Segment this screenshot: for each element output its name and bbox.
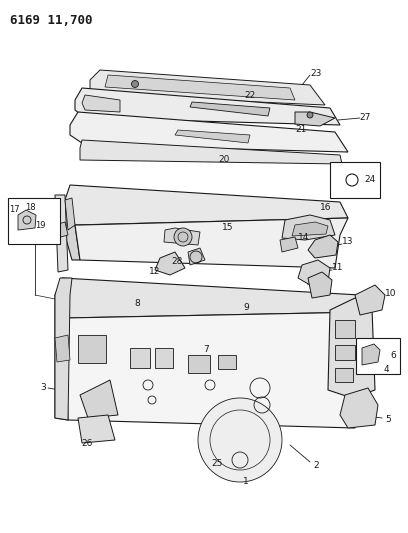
Polygon shape <box>65 198 75 230</box>
Text: 25: 25 <box>211 458 223 467</box>
Polygon shape <box>75 218 348 268</box>
Bar <box>335 345 355 360</box>
Polygon shape <box>280 237 298 252</box>
Text: 23: 23 <box>310 69 322 77</box>
Polygon shape <box>82 95 120 112</box>
Circle shape <box>198 398 282 482</box>
Polygon shape <box>70 112 348 152</box>
Text: 26: 26 <box>81 439 93 448</box>
Text: 15: 15 <box>222 222 234 231</box>
Text: 1: 1 <box>243 478 249 487</box>
Bar <box>78 335 106 363</box>
Bar <box>188 355 210 373</box>
Text: 9: 9 <box>243 303 249 311</box>
Polygon shape <box>308 235 338 258</box>
Polygon shape <box>105 75 295 100</box>
Text: 11: 11 <box>332 263 344 272</box>
Text: 18: 18 <box>25 204 35 213</box>
Text: 21: 21 <box>295 125 307 134</box>
Text: 7: 7 <box>203 344 209 353</box>
Polygon shape <box>292 222 328 236</box>
Bar <box>330 162 380 198</box>
Polygon shape <box>190 102 270 116</box>
Text: 24: 24 <box>364 175 376 184</box>
Bar <box>130 348 150 368</box>
Polygon shape <box>175 130 250 143</box>
Polygon shape <box>362 344 380 365</box>
Polygon shape <box>298 260 330 285</box>
Text: 2: 2 <box>313 462 319 471</box>
Bar <box>218 355 236 369</box>
Text: 27: 27 <box>359 112 371 122</box>
Circle shape <box>174 228 192 246</box>
Text: 19: 19 <box>35 221 45 230</box>
Polygon shape <box>65 185 348 225</box>
Text: 17: 17 <box>9 206 19 214</box>
Text: 22: 22 <box>244 92 256 101</box>
Text: 4: 4 <box>383 366 389 375</box>
Text: 16: 16 <box>320 204 332 213</box>
Polygon shape <box>75 88 340 125</box>
Bar <box>155 348 173 368</box>
Polygon shape <box>55 295 68 420</box>
Polygon shape <box>55 222 68 238</box>
Circle shape <box>131 80 138 87</box>
Text: 13: 13 <box>342 238 354 246</box>
Text: 10: 10 <box>385 288 397 297</box>
Polygon shape <box>282 215 335 240</box>
Polygon shape <box>328 298 375 398</box>
Text: 8: 8 <box>134 298 140 308</box>
Text: 28: 28 <box>171 257 183 266</box>
Polygon shape <box>55 335 70 362</box>
Polygon shape <box>60 200 80 260</box>
Polygon shape <box>355 285 385 315</box>
Circle shape <box>307 112 313 118</box>
Text: 12: 12 <box>149 268 161 277</box>
Bar <box>356 338 400 374</box>
Polygon shape <box>55 278 368 318</box>
Polygon shape <box>90 70 325 105</box>
Polygon shape <box>55 195 68 272</box>
Polygon shape <box>55 278 72 420</box>
Bar <box>335 320 355 338</box>
Polygon shape <box>188 248 205 265</box>
Bar <box>8 198 60 244</box>
Text: 6169 11,700: 6169 11,700 <box>10 14 93 27</box>
Text: 6: 6 <box>390 351 396 360</box>
Bar <box>335 368 353 382</box>
Polygon shape <box>295 112 335 126</box>
Polygon shape <box>65 312 368 428</box>
Polygon shape <box>155 252 185 275</box>
Polygon shape <box>164 228 200 245</box>
Polygon shape <box>340 388 378 428</box>
Text: 3: 3 <box>40 384 46 392</box>
Polygon shape <box>308 272 332 298</box>
Text: 5: 5 <box>385 416 391 424</box>
Text: 14: 14 <box>298 233 310 243</box>
Polygon shape <box>18 210 36 230</box>
Text: 20: 20 <box>218 155 230 164</box>
Polygon shape <box>80 380 118 418</box>
Polygon shape <box>80 140 342 164</box>
Polygon shape <box>78 415 115 443</box>
